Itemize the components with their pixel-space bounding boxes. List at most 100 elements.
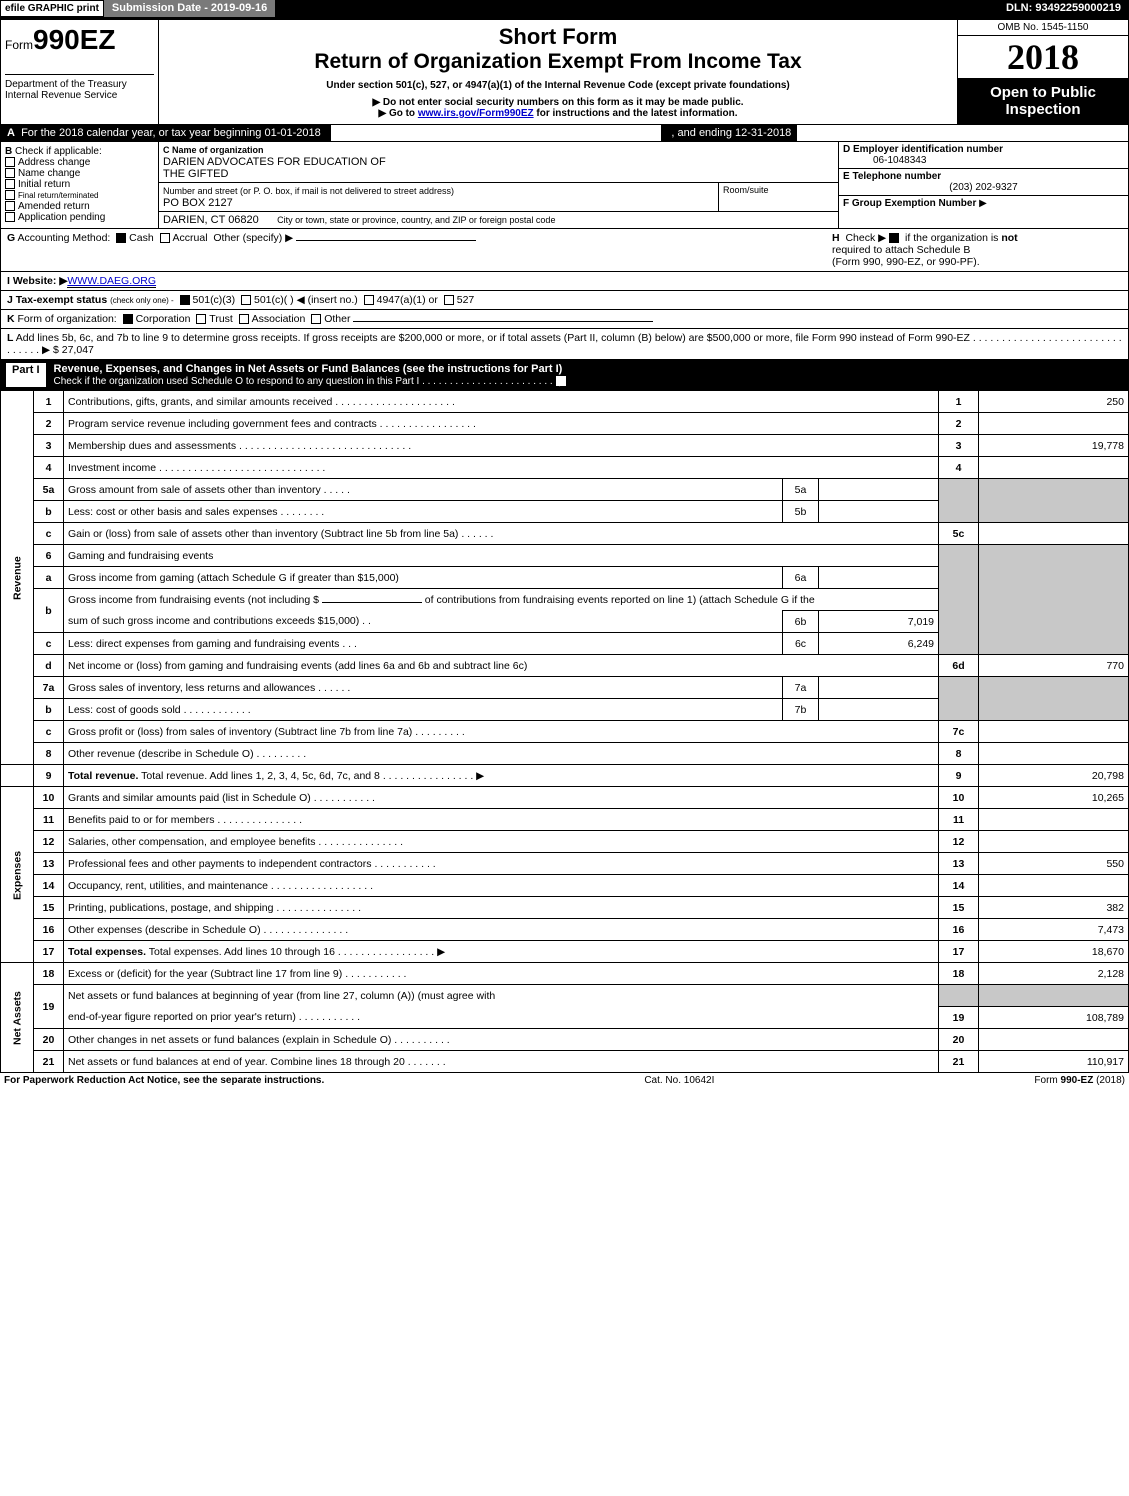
part1-title: Revenue, Expenses, and Changes in Net As… xyxy=(54,363,563,375)
amt-3: 19,778 xyxy=(979,435,1129,457)
line-h-text2: if the organization is xyxy=(905,232,998,244)
amt-7c xyxy=(979,721,1129,743)
desc-6b-1: Gross income from fundraising events (no… xyxy=(64,589,939,611)
box-8: 8 xyxy=(939,743,979,765)
line-a-ending: , and ending 12-31-2018 xyxy=(665,125,797,141)
opt-other-org: Other xyxy=(324,313,350,325)
ln-6d: d xyxy=(34,655,64,677)
desc-14: Occupancy, rent, utilities, and maintena… xyxy=(64,875,939,897)
box-5ab-grey xyxy=(939,479,979,523)
tax-year: 2018 xyxy=(958,36,1128,78)
box-6d: 6d xyxy=(939,655,979,677)
website-link[interactable]: WWW.DAEG.ORG xyxy=(67,275,156,288)
note-goto: ▶ Go to www.irs.gov/Form990EZ for instru… xyxy=(163,108,953,119)
chk-association[interactable] xyxy=(239,314,249,324)
desc-6c: Less: direct expenses from gaming and fu… xyxy=(64,633,783,655)
city-value: DARIEN, CT 06820 xyxy=(163,214,259,226)
ln-6b: b xyxy=(34,589,64,633)
chk-other-org[interactable] xyxy=(311,314,321,324)
amt-7ab-grey xyxy=(979,677,1129,721)
chk-501c3[interactable] xyxy=(180,295,190,305)
chk-initial-return[interactable] xyxy=(5,179,15,189)
desc-2: Program service revenue including govern… xyxy=(64,413,939,435)
box-13: 13 xyxy=(939,853,979,875)
city-label: City or town, state or province, country… xyxy=(277,215,555,225)
ln-5c: c xyxy=(34,523,64,545)
mini-7a: 7a xyxy=(783,677,819,699)
mini-5b: 5b xyxy=(783,501,819,523)
chk-cash[interactable] xyxy=(116,233,126,243)
desc-19b: end-of-year figure reported on prior yea… xyxy=(64,1007,939,1029)
box-19-grey xyxy=(939,985,979,1007)
chk-schedule-o[interactable]: ✓ xyxy=(556,376,566,386)
miniamt-6a xyxy=(819,567,939,589)
open-line1: Open to Public xyxy=(962,84,1124,101)
opt-527: 527 xyxy=(457,294,475,306)
chk-final-return[interactable] xyxy=(5,190,15,200)
opt-501c: 501(c)( ) ◀ (insert no.) xyxy=(254,294,358,306)
amt-17: 18,670 xyxy=(979,941,1129,963)
box-14: 14 xyxy=(939,875,979,897)
desc-18: Excess or (deficit) for the year (Subtra… xyxy=(64,963,939,985)
amt-20 xyxy=(979,1029,1129,1051)
desc-13: Professional fees and other payments to … xyxy=(64,853,939,875)
section-revenue: Revenue xyxy=(1,391,34,765)
form-number: 990EZ xyxy=(33,24,116,55)
ln-20: 20 xyxy=(34,1029,64,1051)
box-17: 17 xyxy=(939,941,979,963)
chk-501c[interactable] xyxy=(241,295,251,305)
miniamt-6b: 7,019 xyxy=(819,611,939,633)
chk-527[interactable] xyxy=(444,295,454,305)
box-12: 12 xyxy=(939,831,979,853)
ln-6c: c xyxy=(34,633,64,655)
line-h-text4: (Form 990, 990-EZ, or 990-PF). xyxy=(832,256,980,268)
chk-accrual[interactable] xyxy=(160,233,170,243)
opt-501c3: 501(c)(3) xyxy=(193,294,236,306)
chk-4947[interactable] xyxy=(364,295,374,305)
line-g-h: G Accounting Method: Cash Accrual Other … xyxy=(0,229,1129,272)
chk-application-pending[interactable] xyxy=(5,212,15,222)
box-16: 16 xyxy=(939,919,979,941)
omb-number: OMB No. 1545-1150 xyxy=(958,20,1128,36)
dept-treasury: Department of the Treasury xyxy=(5,79,154,90)
irs-link[interactable]: www.irs.gov/Form990EZ xyxy=(418,108,534,119)
line-g-letter: G xyxy=(7,232,15,244)
desc-7c: Gross profit or (loss) from sales of inv… xyxy=(64,721,939,743)
desc-17: Total expenses. Total expenses. Add line… xyxy=(64,941,939,963)
main-title: Return of Organization Exempt From Incom… xyxy=(163,50,953,74)
box-1: 1 xyxy=(939,391,979,413)
line-g-text: Accounting Method: xyxy=(18,232,111,244)
section-expenses: Expenses xyxy=(1,787,34,963)
efile-label: efile GRAPHIC print xyxy=(0,0,104,17)
box-7c: 7c xyxy=(939,721,979,743)
desc-9: Total revenue. Total revenue. Add lines … xyxy=(64,765,939,787)
desc-1: Contributions, gifts, grants, and simila… xyxy=(64,391,939,413)
section-net-assets: Net Assets xyxy=(1,963,34,1073)
opt-other-method: Other (specify) ▶ xyxy=(213,232,293,244)
desc-21: Net assets or fund balances at end of ye… xyxy=(64,1051,939,1073)
amt-18: 2,128 xyxy=(979,963,1129,985)
opt-name-change: Name change xyxy=(18,168,80,179)
desc-5a: Gross amount from sale of assets other t… xyxy=(64,479,783,501)
chk-name-change[interactable] xyxy=(5,168,15,178)
ln-17: 17 xyxy=(34,941,64,963)
chk-address-change[interactable] xyxy=(5,157,15,167)
mini-7b: 7b xyxy=(783,699,819,721)
line-a: A For the 2018 calendar year, or tax yea… xyxy=(0,125,1129,142)
amt-8 xyxy=(979,743,1129,765)
opt-accrual: Accrual xyxy=(173,232,208,244)
chk-schedule-b[interactable] xyxy=(889,233,899,243)
addr-value: PO BOX 2127 xyxy=(163,197,233,209)
desc-7a: Gross sales of inventory, less returns a… xyxy=(64,677,783,699)
chk-trust[interactable] xyxy=(196,314,206,324)
desc-5c: Gain or (loss) from sale of assets other… xyxy=(64,523,939,545)
desc-3: Membership dues and assessments . . . . … xyxy=(64,435,939,457)
box-19: 19 xyxy=(939,1007,979,1029)
chk-corporation[interactable] xyxy=(123,314,133,324)
chk-amended-return[interactable] xyxy=(5,201,15,211)
desc-16: Other expenses (describe in Schedule O) … xyxy=(64,919,939,941)
line-h-text3: required to attach Schedule B xyxy=(832,244,970,256)
box-18: 18 xyxy=(939,963,979,985)
open-to-public: Open to Public Inspection xyxy=(958,78,1128,124)
efile-header: efile GRAPHIC print Submission Date - 20… xyxy=(0,0,1129,19)
